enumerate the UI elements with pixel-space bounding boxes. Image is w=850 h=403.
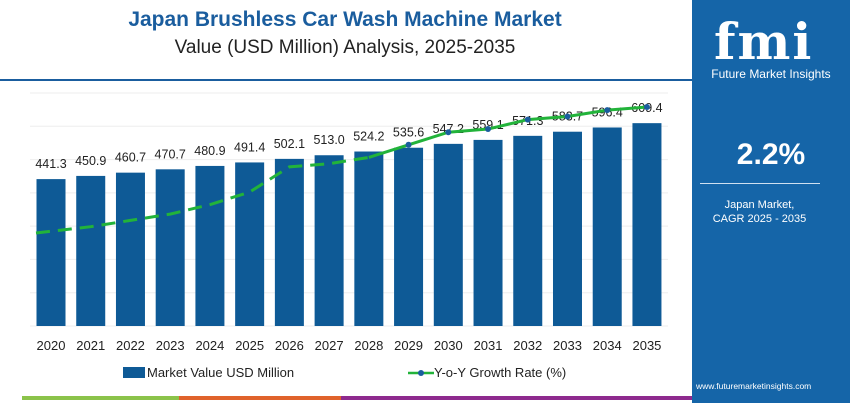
legend-bar-swatch bbox=[123, 367, 145, 378]
growth-point-2032 bbox=[524, 116, 531, 123]
bar-label-2023: 470.7 bbox=[155, 147, 186, 161]
x-tick-2024: 2024 bbox=[195, 338, 224, 353]
x-tick-2028: 2028 bbox=[354, 338, 383, 353]
x-tick-2035: 2035 bbox=[632, 338, 661, 353]
website-url: www.futuremarketinsights.com bbox=[696, 381, 812, 391]
bar-2027 bbox=[314, 155, 344, 326]
x-tick-2033: 2033 bbox=[553, 338, 582, 353]
x-tick-2032: 2032 bbox=[513, 338, 542, 353]
bar-label-2022: 460.7 bbox=[115, 151, 146, 165]
growth-line-solid bbox=[368, 105, 648, 159]
stripe-orange bbox=[179, 396, 341, 400]
growth-point-2033 bbox=[564, 113, 571, 120]
bar-label-2024: 480.9 bbox=[194, 144, 225, 158]
bar-2029 bbox=[394, 147, 424, 326]
growth-point-2030 bbox=[445, 129, 452, 136]
bar-label-2025: 491.4 bbox=[234, 140, 265, 154]
bar-2035 bbox=[632, 123, 662, 326]
bar-label-2020: 441.3 bbox=[35, 157, 66, 171]
chart-title: Japan Brushless Car Wash Machine Market bbox=[128, 8, 562, 31]
title-divider bbox=[0, 79, 692, 81]
cagr-label-market: Japan Market, bbox=[724, 199, 795, 211]
x-tick-2030: 2030 bbox=[434, 338, 463, 353]
x-tick-2029: 2029 bbox=[394, 338, 423, 353]
bar-2030 bbox=[433, 143, 463, 326]
growth-point-2029 bbox=[405, 141, 412, 148]
bar-label-2027: 513.0 bbox=[313, 133, 344, 147]
stripe-green bbox=[22, 396, 179, 400]
bar-label-2026: 502.1 bbox=[274, 137, 305, 151]
x-tick-2034: 2034 bbox=[593, 338, 622, 353]
x-tick-2026: 2026 bbox=[275, 338, 304, 353]
logo-subtitle: Future Market Insights bbox=[711, 67, 831, 81]
chart: 441.3 2020 450.9 2021 460.7 2022 470.7 2023 480.… bbox=[30, 92, 668, 353]
x-tick-2021: 2021 bbox=[76, 338, 105, 353]
bar-2025 bbox=[235, 162, 265, 326]
growth-point-2034 bbox=[604, 107, 611, 114]
bar-2032 bbox=[513, 135, 543, 326]
growth-point-2031 bbox=[485, 126, 492, 133]
growth-line-dashed bbox=[35, 155, 370, 235]
bar-label-2029: 535.6 bbox=[393, 126, 424, 140]
cagr-label-period: CAGR 2025 - 2035 bbox=[712, 213, 807, 225]
legend-line-label: Y-o-Y Growth Rate (%) bbox=[434, 365, 567, 380]
fmi-logo: fmi bbox=[714, 12, 814, 71]
bar-2031 bbox=[473, 139, 503, 326]
legend-bar: Market Value USD Million bbox=[123, 365, 294, 380]
bar-2024 bbox=[195, 165, 225, 326]
x-tick-2023: 2023 bbox=[156, 338, 185, 353]
legend-line: Y-o-Y Growth Rate (%) bbox=[408, 365, 566, 380]
legend-bar-label: Market Value USD Million bbox=[147, 365, 295, 380]
x-tick-2020: 2020 bbox=[37, 338, 66, 353]
side-panel: fmi Future Market Insights 2.2% Japan Ma… bbox=[692, 0, 850, 403]
bar-2020 bbox=[36, 179, 66, 326]
stripe-purple bbox=[341, 396, 692, 400]
bar-label-2021: 450.9 bbox=[75, 154, 106, 168]
bar-2028 bbox=[354, 151, 384, 326]
legend-line-swatch bbox=[408, 369, 434, 376]
bar-2034 bbox=[592, 127, 622, 326]
bar-2033 bbox=[552, 131, 582, 326]
bar-label-2028: 524.2 bbox=[353, 130, 384, 144]
panel-divider bbox=[700, 183, 820, 184]
bar-2021 bbox=[76, 175, 106, 326]
cagr-value: 2.2% bbox=[736, 138, 806, 171]
x-tick-2025: 2025 bbox=[235, 338, 264, 353]
bar-2026 bbox=[274, 158, 304, 326]
x-tick-2031: 2031 bbox=[474, 338, 503, 353]
bar-2023 bbox=[155, 169, 185, 326]
bar-2022 bbox=[115, 172, 145, 326]
x-tick-2027: 2027 bbox=[315, 338, 344, 353]
chart-subtitle: Value (USD Million) Analysis, 2025-2035 bbox=[174, 37, 516, 58]
x-tick-2022: 2022 bbox=[116, 338, 145, 353]
growth-point-2035 bbox=[643, 104, 650, 110]
